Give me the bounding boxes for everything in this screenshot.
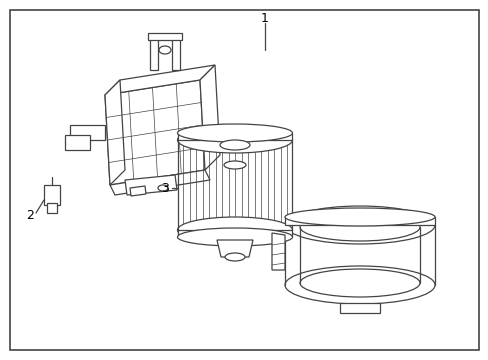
Ellipse shape — [220, 140, 249, 150]
Ellipse shape — [285, 266, 434, 304]
Text: 2: 2 — [26, 208, 34, 221]
Polygon shape — [285, 217, 434, 225]
Polygon shape — [105, 65, 215, 95]
Ellipse shape — [299, 213, 419, 241]
Ellipse shape — [299, 269, 419, 297]
Ellipse shape — [224, 161, 245, 169]
Ellipse shape — [158, 185, 168, 191]
Polygon shape — [105, 80, 125, 185]
Polygon shape — [200, 65, 220, 170]
Polygon shape — [70, 125, 105, 140]
Ellipse shape — [159, 46, 171, 54]
Ellipse shape — [177, 124, 292, 142]
Polygon shape — [47, 203, 57, 213]
Polygon shape — [178, 133, 291, 140]
Polygon shape — [130, 186, 146, 196]
Polygon shape — [65, 135, 90, 150]
Ellipse shape — [177, 228, 292, 246]
Polygon shape — [150, 35, 158, 70]
Polygon shape — [110, 170, 209, 195]
Text: 3: 3 — [161, 181, 168, 194]
Polygon shape — [105, 80, 204, 185]
Polygon shape — [148, 33, 182, 40]
Polygon shape — [125, 175, 177, 195]
Polygon shape — [339, 303, 379, 313]
Ellipse shape — [177, 127, 292, 153]
Ellipse shape — [285, 208, 434, 226]
Text: 1: 1 — [261, 12, 268, 24]
Ellipse shape — [285, 206, 434, 244]
Ellipse shape — [177, 217, 292, 243]
Polygon shape — [178, 230, 291, 237]
Polygon shape — [271, 233, 285, 270]
Polygon shape — [172, 35, 180, 70]
Polygon shape — [44, 185, 60, 205]
Polygon shape — [217, 240, 252, 257]
Ellipse shape — [224, 253, 244, 261]
